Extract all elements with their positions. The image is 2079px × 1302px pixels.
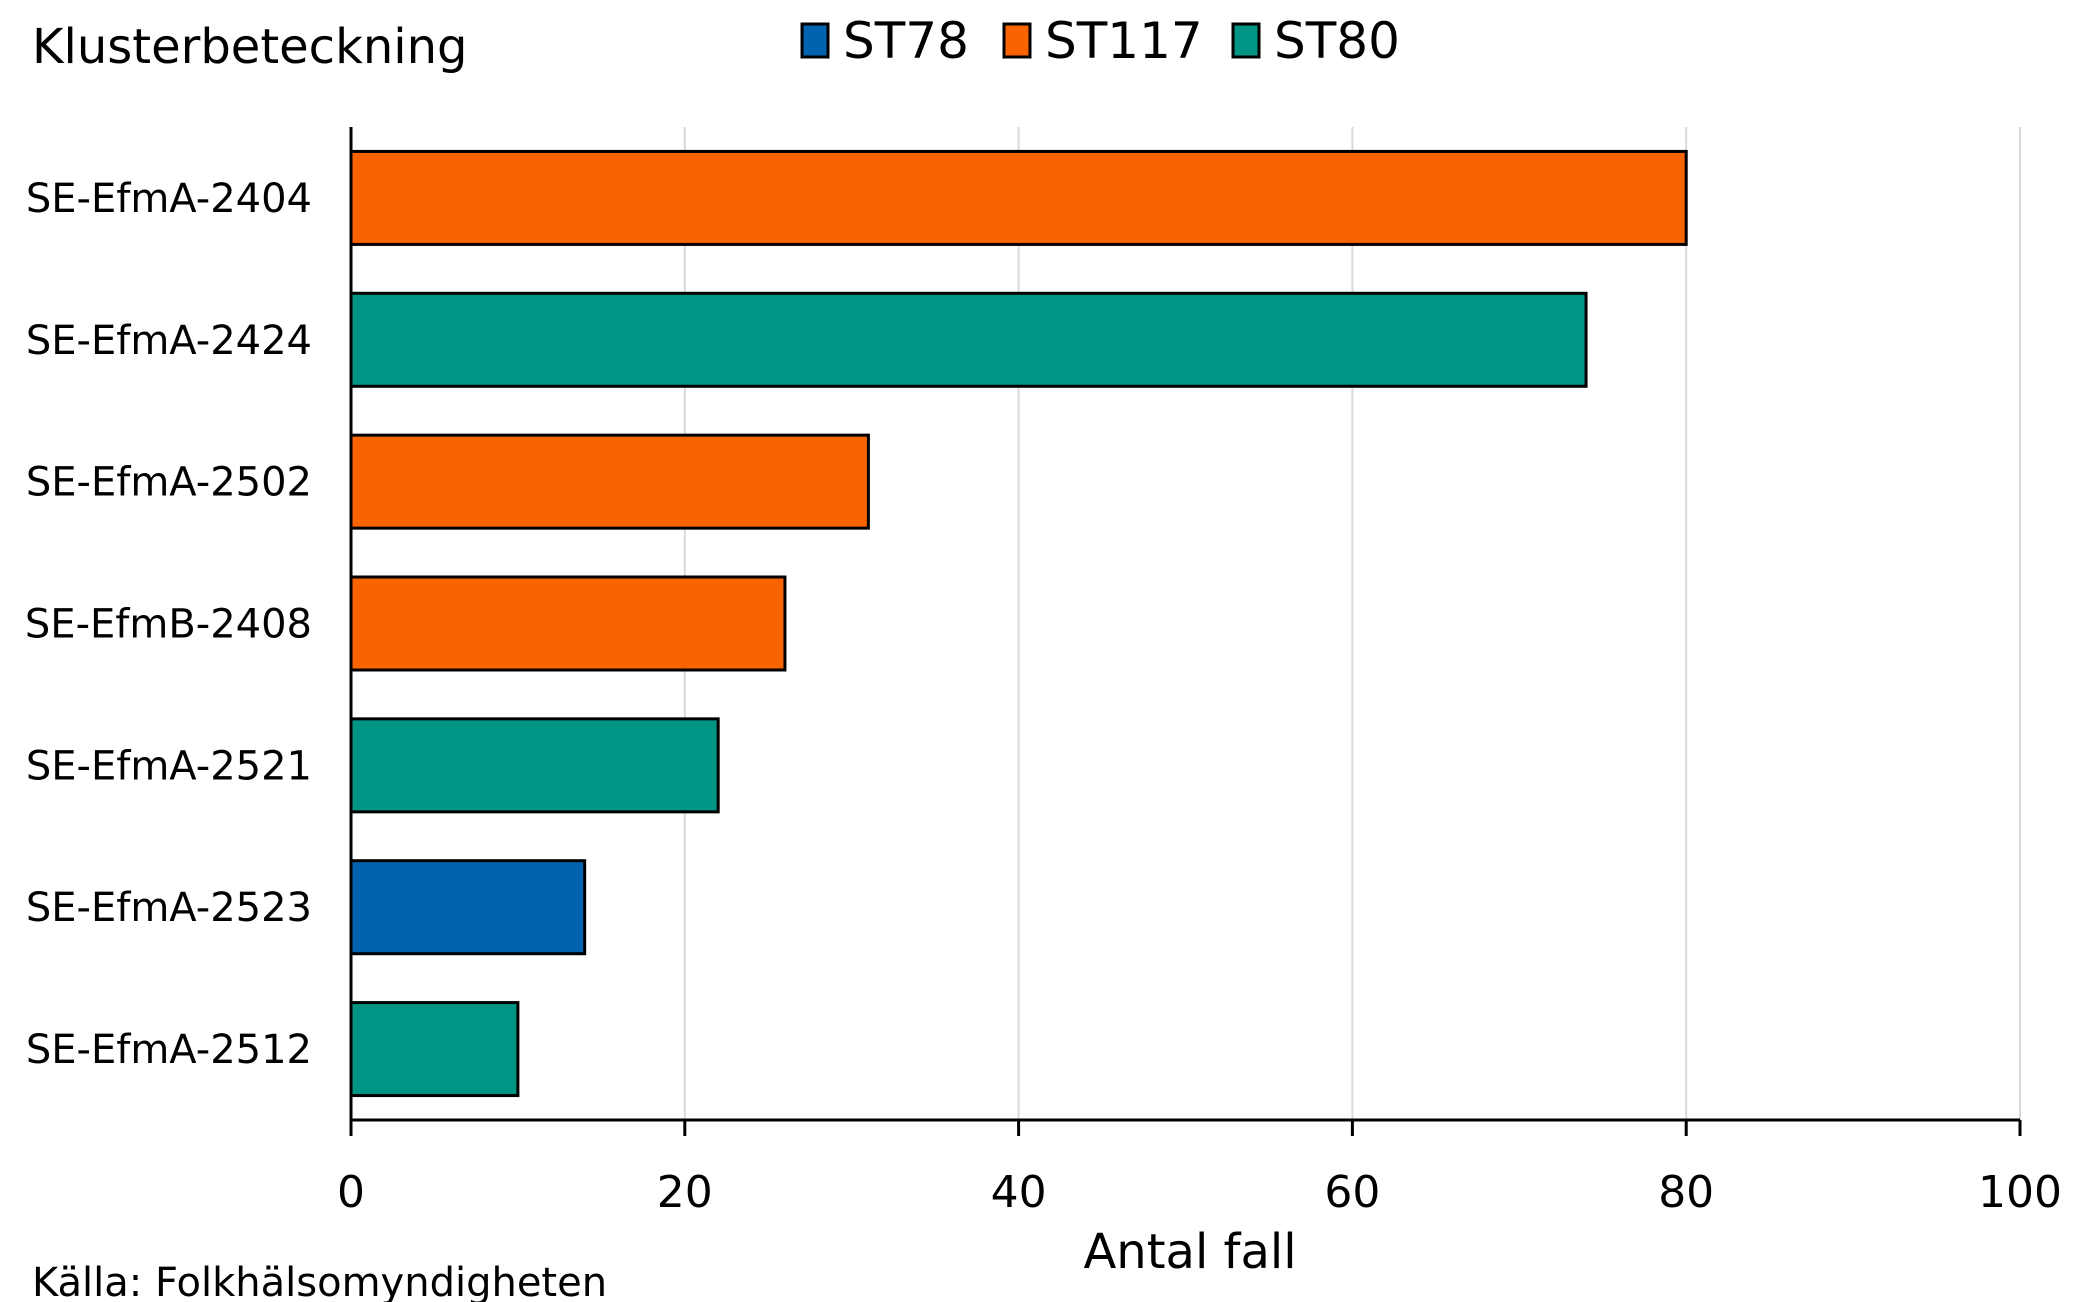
category-label: SE-EfmA-2521 bbox=[26, 743, 312, 789]
legend-label-st78: ST78 bbox=[843, 12, 969, 70]
x-tick-label: 40 bbox=[991, 1167, 1047, 1218]
category-label: SE-EfmB-2408 bbox=[25, 602, 312, 648]
bar-se-efma-2512 bbox=[349, 1001, 520, 1098]
source-note: Källa: Folkhälsomyndigheten bbox=[32, 1260, 607, 1302]
category-label: SE-EfmA-2424 bbox=[26, 318, 312, 364]
legend-label-st80: ST80 bbox=[1274, 12, 1400, 70]
bar-se-efmb-2408 bbox=[349, 575, 787, 672]
category-labels: SE-EfmA-2404 SE-EfmA-2424 SE-EfmA-2502 SE-E… bbox=[25, 176, 312, 1073]
x-tick-label: 20 bbox=[657, 1167, 713, 1218]
legend: ST78 ST117 ST80 bbox=[800, 12, 1400, 70]
axes bbox=[349, 127, 2020, 1122]
gridlines bbox=[683, 127, 2021, 1120]
legend-swatch-st117 bbox=[1002, 22, 1032, 59]
category-label: SE-EfmA-2523 bbox=[26, 885, 312, 931]
x-tick-labels: 0 20 40 60 80 100 bbox=[337, 1120, 2062, 1218]
x-tick-label: 100 bbox=[1978, 1167, 2062, 1218]
bar-se-efma-2523 bbox=[349, 859, 587, 956]
category-label: SE-EfmA-2404 bbox=[26, 176, 312, 222]
legend-swatch-st80 bbox=[1231, 22, 1261, 59]
bar-se-efma-2404 bbox=[349, 149, 1688, 246]
x-tick-label: 80 bbox=[1658, 1167, 1714, 1218]
bar-se-efma-2424 bbox=[349, 291, 1588, 388]
bar-se-efma-2521 bbox=[349, 717, 720, 814]
x-tick-label: 60 bbox=[1324, 1167, 1380, 1218]
category-label: SE-EfmA-2502 bbox=[26, 460, 312, 506]
x-tick-label: 0 bbox=[337, 1167, 365, 1218]
bar-se-efma-2502 bbox=[349, 433, 870, 530]
y-axis-title: Klusterbeteckning bbox=[32, 19, 468, 75]
x-axis-title: Antal fall bbox=[1083, 1224, 1296, 1280]
legend-label-st117: ST117 bbox=[1045, 12, 1203, 70]
legend-swatch-st78 bbox=[800, 22, 830, 59]
category-label: SE-EfmA-2512 bbox=[26, 1027, 312, 1073]
